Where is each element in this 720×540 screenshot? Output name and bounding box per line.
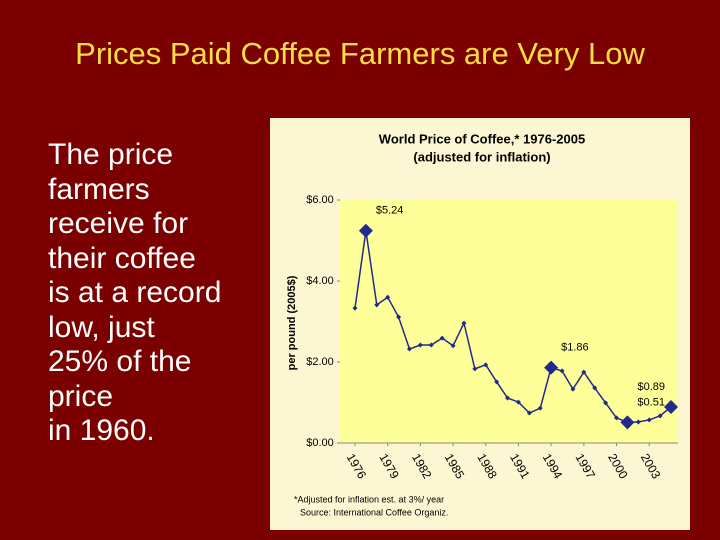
y-tick-label: $6.00 — [306, 194, 334, 206]
marker — [352, 305, 358, 311]
body-line: low, just — [48, 310, 155, 344]
marker — [657, 413, 663, 419]
body-line: price — [48, 379, 114, 413]
footnote: *Adjusted for inflation est. at 3%/ year — [294, 494, 444, 504]
value-label: $0.51 — [637, 396, 665, 408]
value-label: $5.24 — [376, 205, 404, 217]
data-line — [354, 230, 672, 424]
marker — [603, 400, 609, 406]
body-line: 25% of the — [48, 345, 192, 378]
marker — [461, 320, 467, 326]
marker — [537, 405, 543, 411]
value-label: $1.86 — [561, 342, 589, 354]
body-line: is at a record — [48, 276, 222, 309]
marker — [385, 294, 391, 300]
slide-title: Prices Paid Coffee Farmers are Very Low — [75, 36, 645, 71]
body-line: farmers — [48, 172, 150, 206]
marker — [472, 366, 478, 372]
highlight-marker — [620, 415, 635, 430]
marker — [581, 369, 587, 375]
chart: World Price of Coffee,* 1976-2005 (adjus… — [270, 118, 690, 530]
marker — [570, 386, 576, 392]
marker — [515, 399, 521, 405]
body-line: receive for — [48, 207, 189, 240]
marker — [526, 410, 532, 416]
marker — [646, 417, 652, 423]
marker — [417, 342, 423, 348]
highlight-marker — [358, 223, 373, 238]
highlight-marker — [544, 360, 559, 375]
marker — [374, 302, 380, 308]
marker — [396, 314, 402, 320]
chart-subtitle: (adjusted for inflation) — [413, 149, 550, 164]
value-label: $0.89 — [637, 381, 665, 393]
y-axis-label: per pound (2005$) — [286, 275, 298, 370]
body-line: The price — [48, 138, 174, 171]
marker — [494, 379, 500, 385]
slide-body: The price farmers receive for their coffee i… — [48, 138, 221, 449]
y-tick-label: $2.00 — [306, 356, 334, 368]
plot-area — [340, 200, 678, 443]
marker — [483, 362, 489, 368]
marker — [406, 346, 412, 352]
footnote: Source: International Coffee Organiz. — [300, 507, 448, 517]
marker — [428, 342, 434, 348]
highlight-marker — [664, 399, 678, 414]
chart-title: World Price of Coffee,* 1976-2005 — [379, 131, 585, 146]
body-line: their coffee — [48, 241, 196, 275]
marker — [614, 415, 620, 421]
marker — [635, 419, 641, 425]
body-line: in 1960. — [48, 414, 155, 447]
marker — [592, 385, 598, 391]
marker — [450, 343, 456, 349]
y-tick-label: $4.00 — [306, 275, 334, 287]
y-tick-label: $0.00 — [306, 437, 334, 449]
marker — [439, 335, 445, 341]
marker — [505, 395, 511, 401]
marker — [559, 368, 565, 374]
